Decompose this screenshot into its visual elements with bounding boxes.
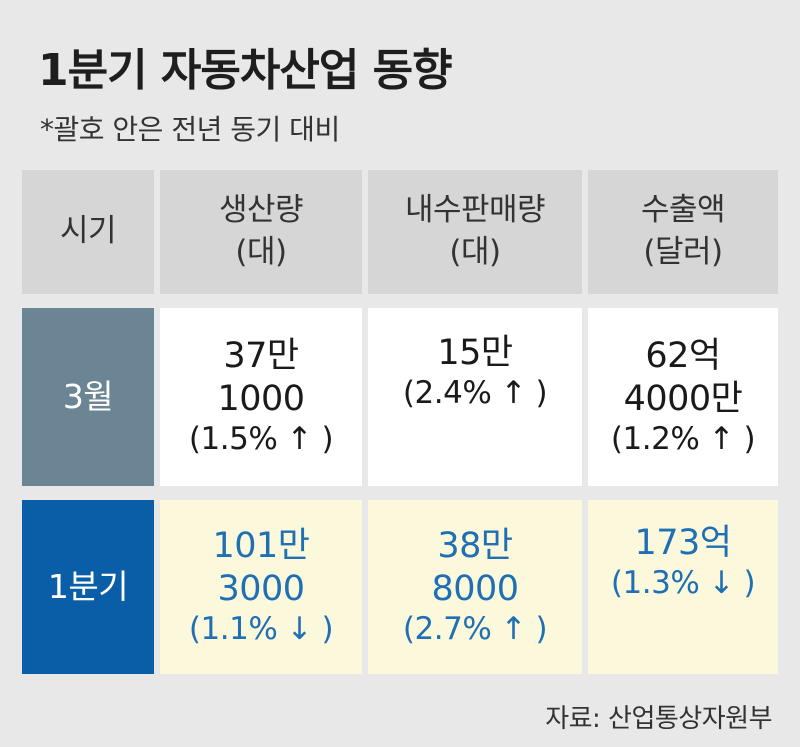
table-cell-march-production: 37만 1000 (1.5% ↑ ) [160, 308, 362, 486]
row-label-march-text: 3월 [62, 376, 114, 416]
cell-value: 38만 [437, 526, 513, 567]
header-exports: 수출액 (달러) [588, 170, 778, 294]
cell-value: 62억 [645, 336, 721, 377]
cell-change: (1.5% ↑ ) [188, 420, 334, 457]
header-exports-unit: (달러) [643, 234, 723, 270]
table-cell-q1-domestic: 38만 8000 (2.7% ↑ ) [368, 500, 582, 674]
page-title: 1분기 자동차산업 동향 [38, 45, 453, 96]
header-period: 시기 [22, 170, 154, 294]
row-label-q1-text: 1분기 [47, 566, 129, 606]
table-cell-q1-production: 101만 3000 (1.1% ↓ ) [160, 500, 362, 674]
row-label-q1: 1분기 [22, 500, 154, 674]
header-domestic-sales-label: 내수판매량 [404, 192, 546, 229]
header-domestic-sales: 내수판매량 (대) [368, 170, 582, 294]
subtitle-note: *괄호 안은 전년 동기 대비 [40, 113, 340, 146]
header-production-label: 생산량 [218, 192, 304, 229]
cell-change: (2.4% ↑ ) [402, 374, 548, 411]
cell-change: (1.1% ↓ ) [188, 610, 334, 647]
header-production: 생산량 (대) [160, 170, 362, 294]
cell-value: 1000 [217, 379, 305, 420]
cell-value: 4000만 [623, 379, 743, 420]
cell-change: (1.2% ↑ ) [610, 420, 756, 457]
cell-value: 3000 [217, 569, 305, 610]
source-credit: 자료: 산업통상자원부 [545, 704, 772, 734]
cell-change: (1.3% ↓ ) [610, 564, 756, 601]
table-cell-march-exports: 62억 4000만 (1.2% ↑ ) [588, 308, 778, 486]
table-cell-q1-exports: 173억 (1.3% ↓ ) [588, 500, 778, 674]
cell-value: 101만 [212, 526, 310, 567]
cell-value: 8000 [431, 569, 519, 610]
header-production-unit: (대) [235, 234, 287, 270]
table-cell-march-domestic: 15만 (2.4% ↑ ) [368, 308, 582, 486]
header-domestic-sales-unit: (대) [449, 234, 501, 270]
cell-value: 173억 [634, 523, 732, 563]
cell-value: 37만 [223, 336, 299, 377]
header-period-label: 시기 [59, 213, 117, 250]
cell-value: 15만 [437, 333, 513, 373]
header-exports-label: 수출액 [640, 192, 726, 229]
row-label-march: 3월 [22, 308, 154, 486]
cell-change: (2.7% ↑ ) [402, 610, 548, 647]
